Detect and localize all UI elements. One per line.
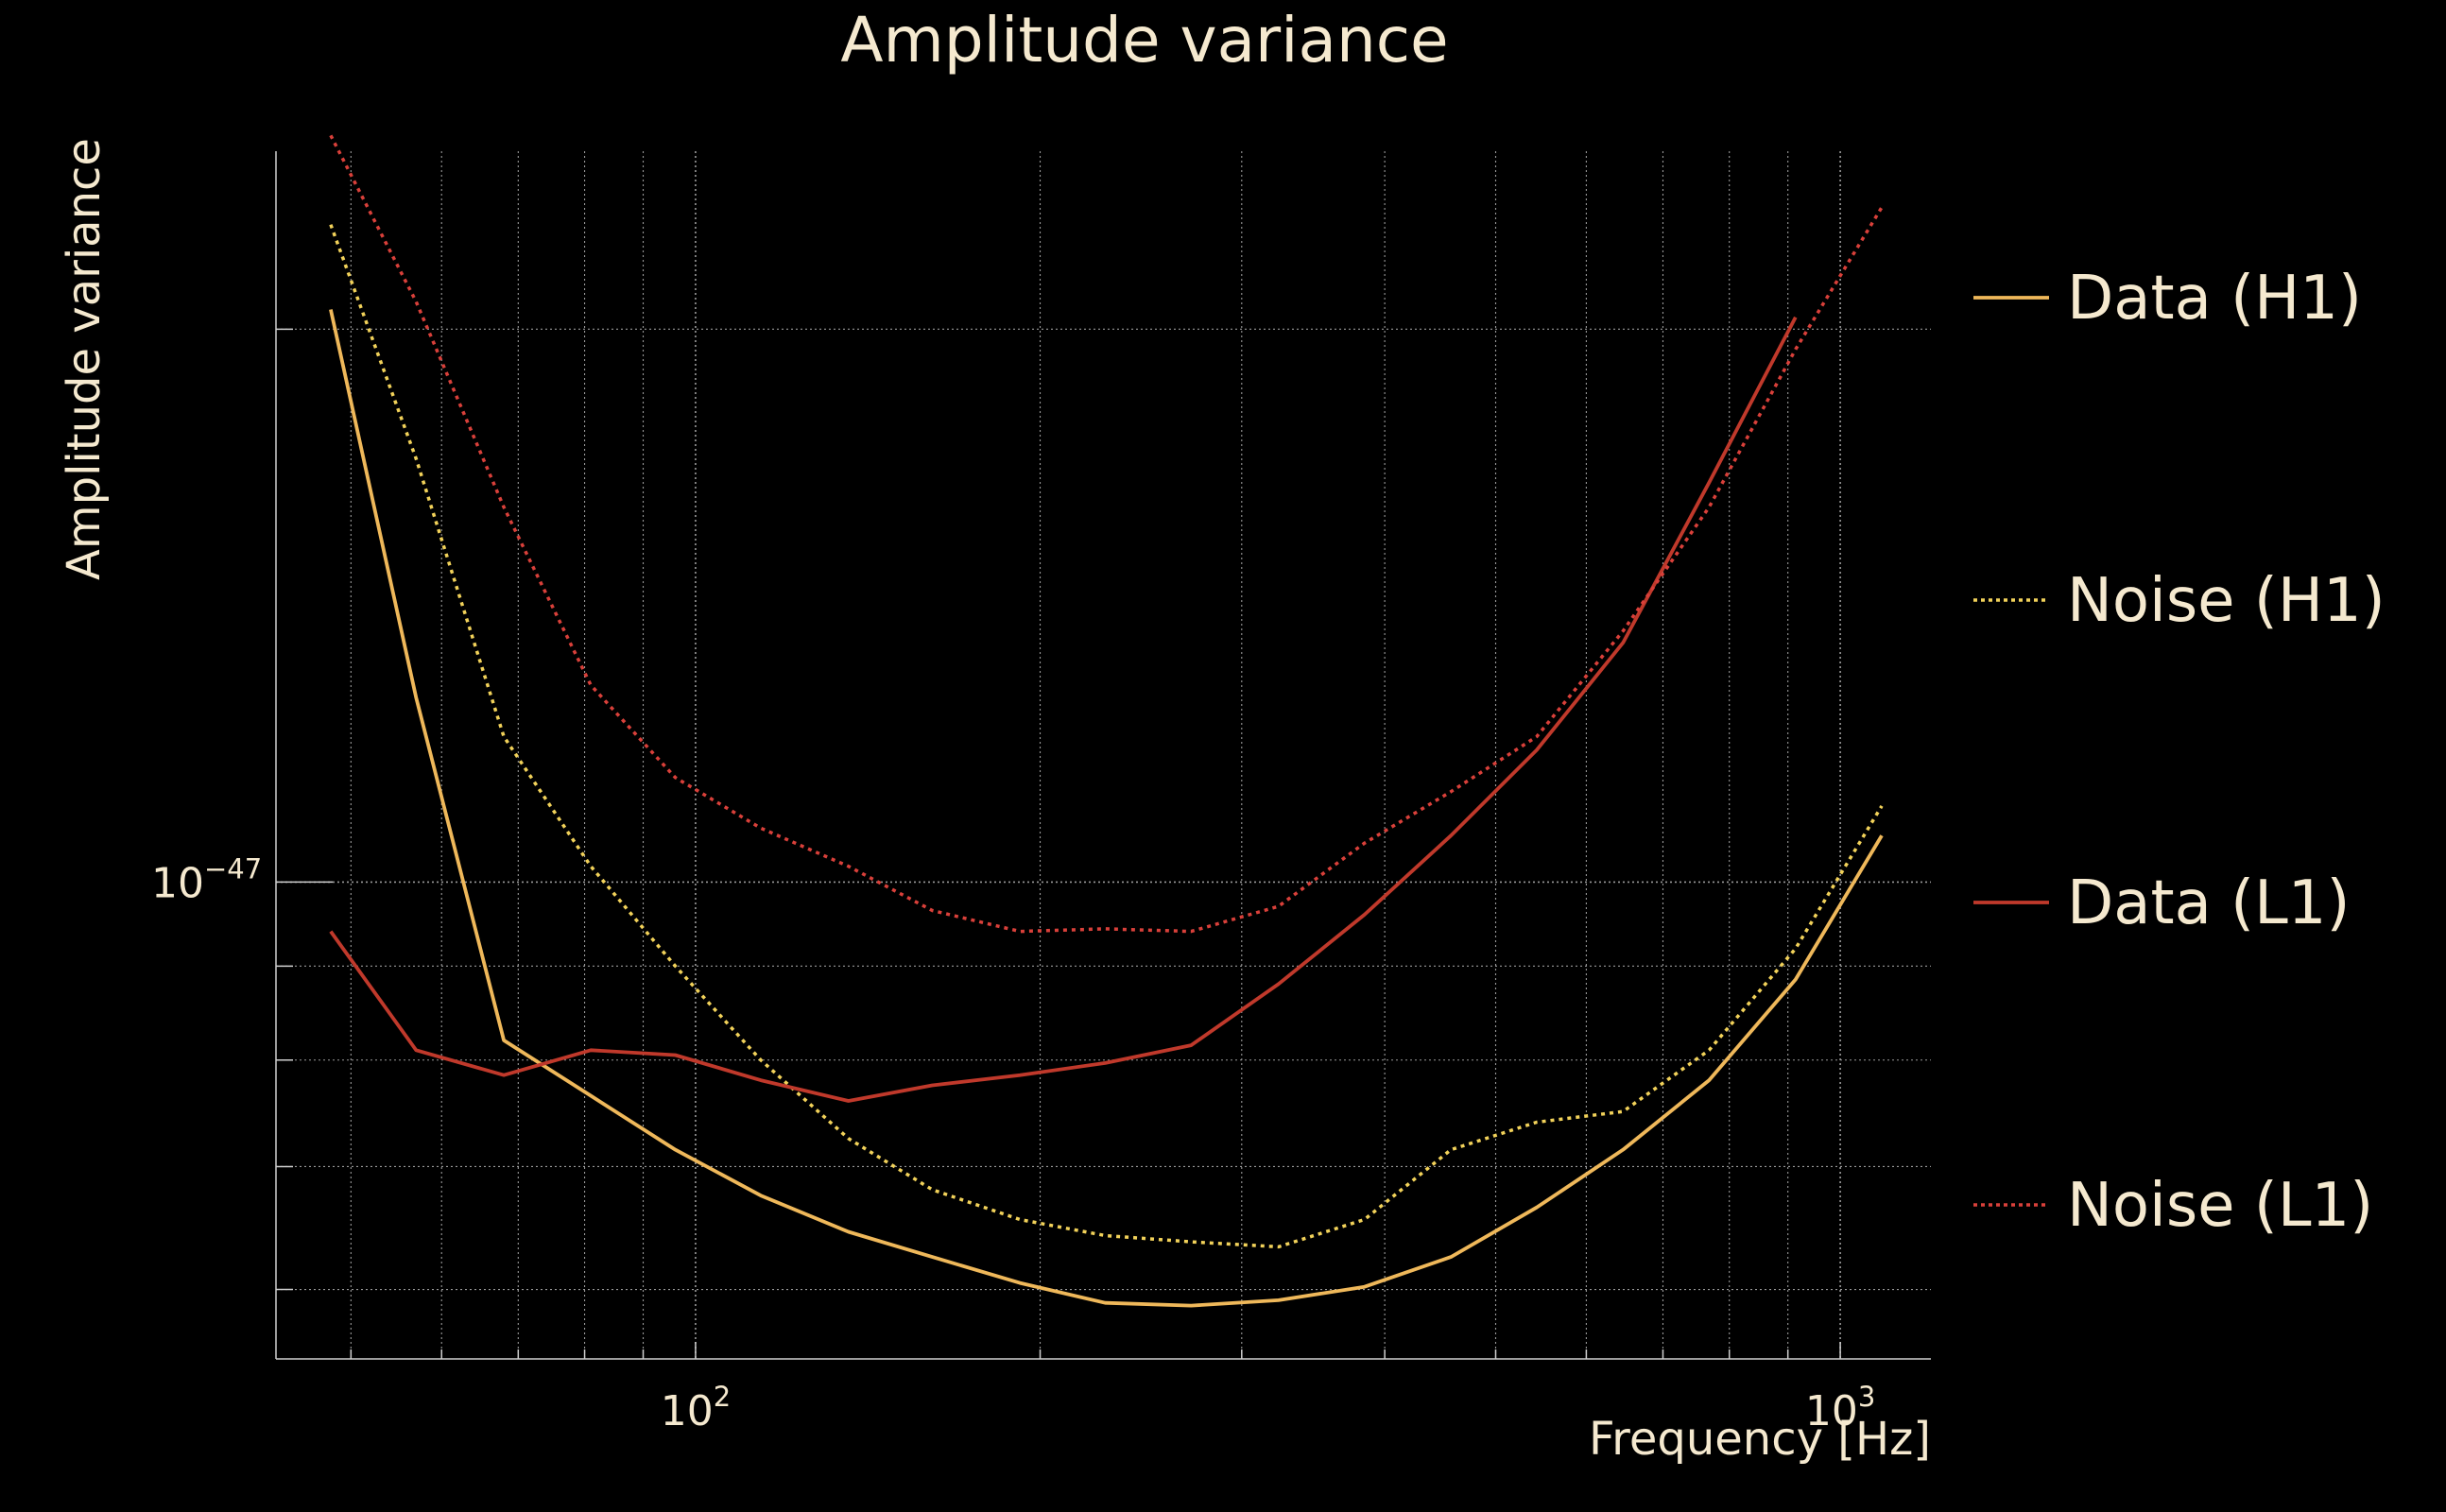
y-axis-label: Amplitude variance	[58, 138, 111, 580]
y-tick-label: 10−47	[151, 852, 262, 907]
legend-label: Noise (H1)	[2067, 566, 2386, 636]
series-line-2	[329, 224, 1884, 1249]
x-axis-label: Frequency [Hz]	[1589, 1413, 1931, 1466]
series-line-1	[329, 309, 1884, 1308]
series-line-3	[329, 316, 1798, 1103]
legend-label: Noise (L1)	[2067, 1171, 2373, 1241]
plot-grid	[276, 151, 1931, 1359]
legend-label: Data (H1)	[2067, 264, 2362, 334]
legend-label: Data (L1)	[2067, 868, 2350, 938]
chart-title: Amplitude variance	[840, 4, 1448, 77]
legend: Data (H1) Noise (H1) Data (L1) Noise (L1)	[1973, 264, 2386, 1241]
x-tick-label: 102	[661, 1381, 731, 1435]
series-line-4	[329, 134, 1884, 934]
plot-lines	[329, 134, 1884, 1308]
